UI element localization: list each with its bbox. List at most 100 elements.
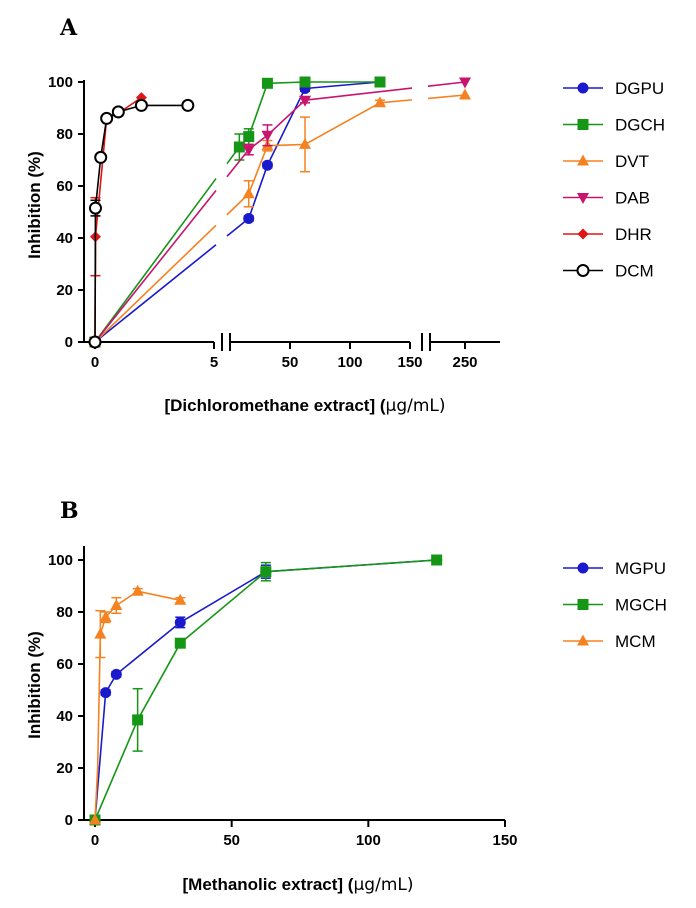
panel-b-plot: 0 20 40 60 80 100 0 50 100 150 MGPU MGCH MCM [48,546,667,849]
panel-b-y-tick-label-40: 40 [56,708,73,725]
panel-b-mgpu-point-2 [110,668,122,680]
panel-a-legend-label-dgch: DGCH [615,116,665,135]
panel-a-x-tick-label-5: 5 [210,354,218,371]
panel-b-mcm-point-6 [174,593,187,605]
panel-b-label: B [60,498,79,524]
panel-a-dvt-point-3 [299,137,311,149]
panel-b-mgch-point-3 [260,566,272,578]
panel-a-series-dhr [89,92,147,348]
panel-a-dcm-point-3 [100,111,114,125]
panel-a-dgch-line-seg-1a [94,178,217,343]
panel-b-y-tick-label-0: 0 [65,812,73,829]
panel-a-y-tick-label-80: 80 [56,126,73,143]
panel-a-x-axis-label-unit: μg/mL) [386,396,446,416]
panel-a-dab-line-seg-1a [94,190,217,343]
panel-a-dcm-point-0 [88,335,102,349]
panel-a-dab-point-3 [299,95,311,107]
panel-a-dcm-point-6 [181,98,195,112]
panel-b-mgch-point-2 [174,637,186,649]
panel-b-x-tick-label-150: 150 [492,832,517,849]
panel-b-y-tick-label-60: 60 [56,656,73,673]
panel-a-dvt-line-seg-3 [267,143,306,147]
panel-a-x-tick-label-250: 250 [452,354,477,371]
panel-a-x-tick-label-50: 50 [282,354,299,371]
panel-b-mgpu-line [94,559,437,821]
panel-a-dgpu-line-seg-3 [266,88,306,166]
panel-a-dab-point-2 [261,130,274,142]
panel-a-dgch-line-seg-4 [267,81,306,85]
panel-a-dgpu-line-seg-1a [94,244,217,343]
panel-a-dgch-point-5 [374,76,386,88]
panel-a-dvt-line-seg-4 [304,102,381,146]
panel-a-dvt-line-seg-2 [247,145,269,195]
panel-a-series-dvt [89,88,471,347]
panel-a-dgch-point-2 [243,131,255,143]
panel-a-dab-point-4 [459,77,471,89]
panel-a-series-dgpu [89,76,386,348]
panel-b-legend-label-mcm: MCM [615,632,656,651]
panel-a-dgch-line-seg-3 [247,83,269,137]
panel-a-legend-marker-dvt [577,154,589,166]
panel-b-x-tick-label-50: 50 [223,832,240,849]
panel-a-x-tick-label-0: 0 [91,354,99,371]
panel-b-mgpu-point-3 [174,616,186,628]
panel-a-dab-line-seg-4b [427,81,466,88]
panel-b-legend-marker-mcm [577,634,589,646]
panel-a-legend-label-dgpu: DGPU [615,79,664,98]
panel-b-y-tick-label-80: 80 [56,604,73,621]
panel-a-legend-marker-dab [577,193,589,204]
panel-a-x-axis-label-main: [Dichloromethane extract] ( [164,396,385,415]
panel-a-legend-label-dhr: DHR [615,225,652,244]
panel-a-dab-point-1 [242,145,255,157]
panel-a-y-axis-label: Inhibition (%) [25,151,44,259]
panel-a-dvt-point-1 [242,187,255,199]
panel-a-dab-line-seg-1b [226,149,250,178]
panel-a-x-tick-label-150: 150 [397,354,422,371]
panel-a-legend-marker-dgch [577,119,589,130]
panel-a-y-tick-label-100: 100 [48,74,73,91]
panel-a-legend-label-dvt: DVT [615,152,649,171]
panel-a-dgch-point-1 [233,141,245,153]
panel-b-mcm-point-0 [89,813,101,825]
panel-a-y-tick-label-0: 0 [65,334,73,351]
panel-a-label: A [59,15,78,41]
panel-a-legend-marker-dgpu [577,82,589,94]
panel-a-y-tick-label-60: 60 [56,178,73,195]
panel-a-dhr-line-seg-2 [94,118,108,237]
panel-a-dcm-point-5 [134,98,148,112]
panel-b-x-tick-label-0: 0 [91,832,99,849]
panel-b-x-axis-label: [Methanolic extract] (μg/mL) [183,875,414,895]
panel-a-dcm-line-seg-3 [99,118,108,158]
panel-b-mcm-point-4 [110,599,123,610]
panel-b-x-axis-label-main: [Methanolic extract] ( [183,875,354,894]
panel-b-mgch-point-1 [132,714,144,726]
panel-a-dcm-point-1 [88,201,102,215]
panel-b-mcm-point-3 [99,610,112,622]
panel-a-x-tick-label-100: 100 [337,354,362,371]
panel-a-plot: 0 20 40 60 80 100 0 5 50 100 150 250 DGPU DGCH DVT DAB D… [48,74,665,371]
panel-a-series-dcm [88,98,195,349]
panel-a-dvt-point-4 [374,96,386,108]
panel-b-legend-label-mgch: MGCH [615,596,667,615]
panel-a-dgpu-point-1 [243,213,255,224]
panel-b-mgch-point-4 [431,554,443,566]
panel-a-dgch-point-3 [261,77,273,89]
panel-a-dgpu-line-seg-4 [304,81,381,90]
panel-a-dvt-line-seg-1a [94,224,217,343]
panel-a-dcm-point-4 [111,105,125,119]
panel-a-dgch-point-4 [299,76,311,88]
panel-a-legend-label-dcm: DCM [615,262,654,281]
panel-b-series-mcm [89,584,187,825]
panel-a-dvt-point-5 [459,88,471,100]
panel-b-y-tick-label-20: 20 [56,760,73,777]
panel-a-dgpu-line-seg-2 [247,164,269,219]
panel-a-dab-line-seg-4a [304,87,413,101]
panel-a-dgpu-point-2 [261,159,273,171]
panel-a-y-tick-label-40: 40 [56,230,73,247]
panel-b-y-tick-label-100: 100 [48,552,73,569]
panel-a-dvt-line-seg-5b [427,94,466,100]
panel-a-x-axis-label: [Dichloromethane extract] (μg/mL) [164,396,445,416]
panel-b-mcm-point-5 [131,584,144,596]
panel-b-mgch-line [94,559,437,821]
